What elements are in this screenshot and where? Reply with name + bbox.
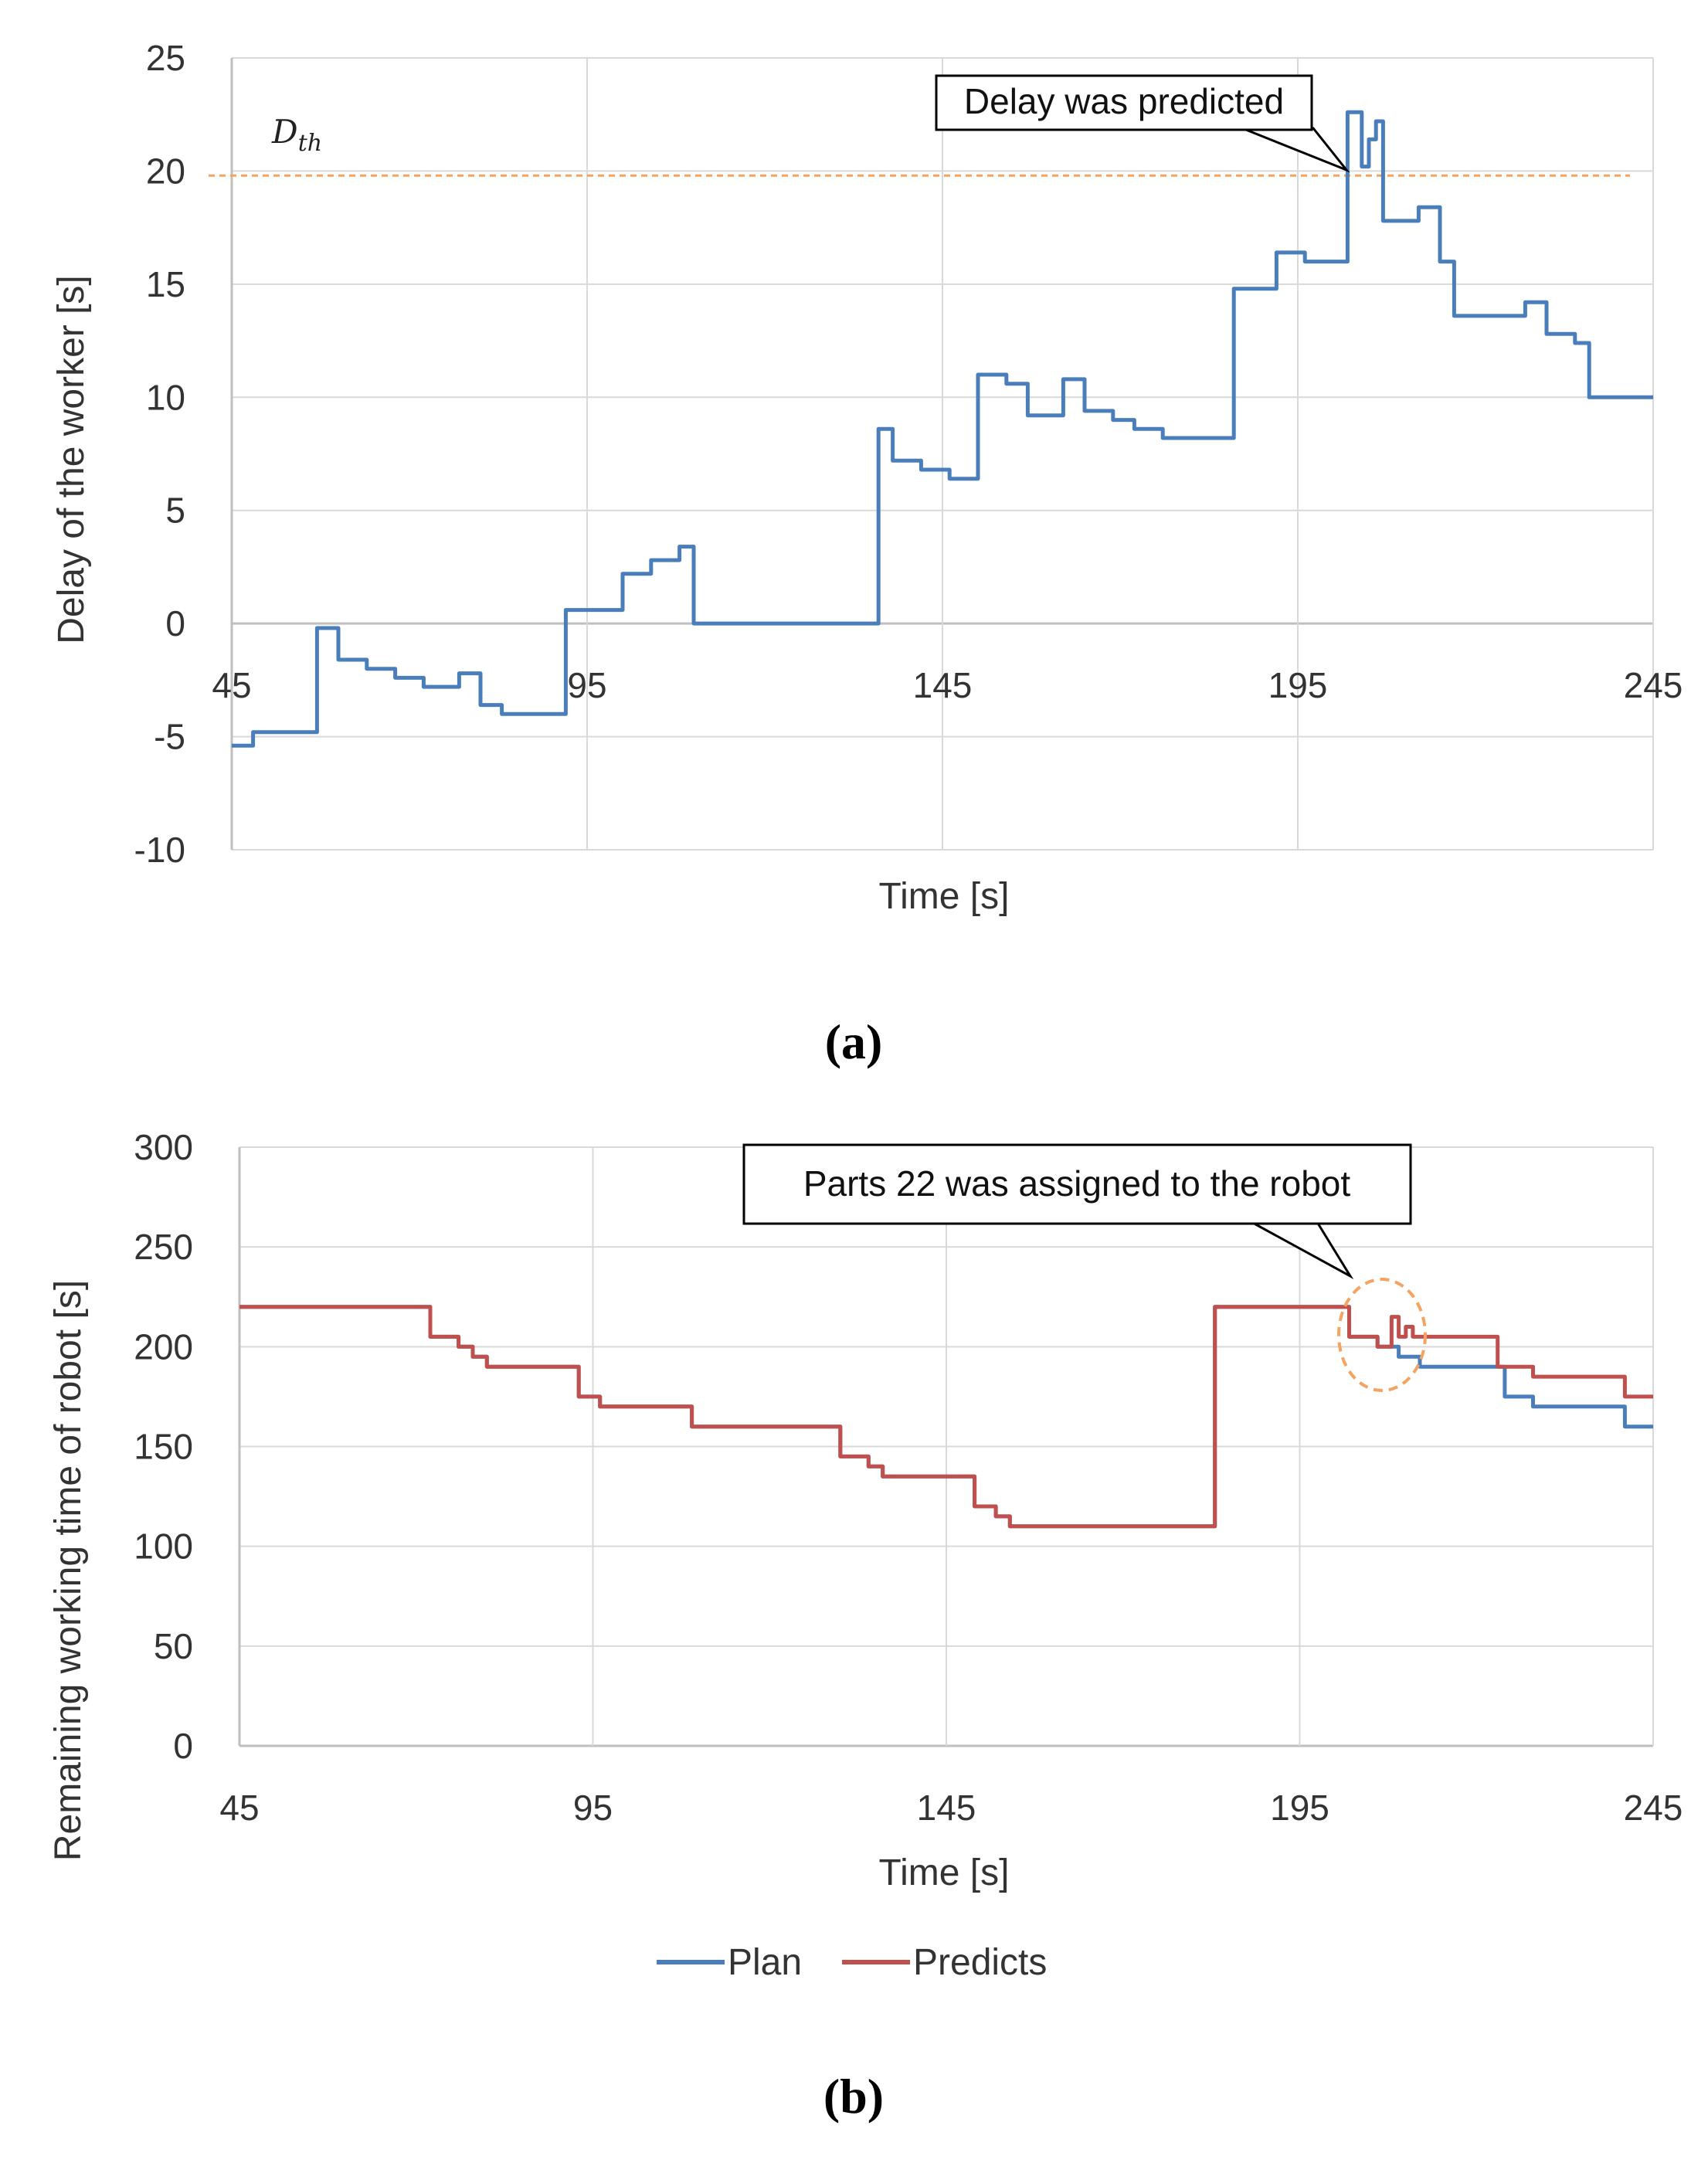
panel-label-b: (b)	[823, 2069, 884, 2124]
y-tick-label: 20	[146, 151, 185, 191]
y-tick-label: 0	[173, 1726, 193, 1766]
x-tick-label: 145	[913, 665, 973, 705]
chart-b-y-axis-title: Remaining working time of robot [s]	[48, 1280, 89, 1861]
x-tick-label: 45	[219, 1788, 259, 1828]
chart-a-grid	[230, 57, 1654, 851]
chart-b-callout-box	[742, 1143, 1412, 1225]
chart-a-y-axis-title: Delay of the worker [s]	[51, 275, 92, 644]
chart-b-grid	[238, 1146, 1654, 1747]
chart-b-y-tick-labels: 0 50 100 150 200 250 300	[134, 1127, 193, 1766]
y-tick-label: 5	[165, 491, 185, 531]
legend-predicts-label: Predicts	[913, 1942, 1047, 1983]
chart-b-x-axis-title: Time [s]	[879, 1852, 1010, 1893]
y-tick-label: 10	[146, 377, 185, 417]
chart-a-y-tick-labels: -10 -5 0 5 10 15 20 25	[134, 38, 185, 870]
legend: Plan Predicts	[657, 1942, 1047, 1983]
chart-b: 0 50 100 150 200 250 300 45 95 145 195 245 Parts 2…	[48, 1127, 1683, 2124]
x-tick-label: 145	[917, 1788, 976, 1828]
y-tick-label: 300	[134, 1127, 193, 1167]
y-tick-label: 15	[146, 264, 185, 304]
chart-b-annotation: Parts 22 was assigned to the robot	[803, 1163, 1351, 1204]
y-tick-label: 250	[134, 1227, 193, 1267]
chart-a-annotation: Delay was predicted	[964, 81, 1284, 121]
x-tick-label: 245	[1624, 665, 1683, 705]
x-tick-label: 95	[573, 1788, 613, 1828]
highlight-ellipse	[1337, 1278, 1427, 1392]
panel-label-a: (a)	[825, 1014, 883, 1069]
y-tick-label: 200	[134, 1326, 193, 1367]
x-tick-label: 45	[212, 665, 251, 705]
y-tick-label: 25	[146, 38, 185, 78]
y-tick-label: 0	[165, 603, 185, 643]
chart-a-x-axis-title: Time [s]	[879, 876, 1010, 917]
chart-b-x-tick-labels: 45 95 145 195 245	[219, 1788, 1683, 1828]
legend-plan-label: Plan	[728, 1942, 802, 1983]
x-tick-label: 245	[1624, 1788, 1683, 1828]
predicts-series-line	[239, 1305, 1653, 1529]
chart-a-x-tick-labels: 45 95 145 195 245	[212, 665, 1683, 705]
y-tick-label: -5	[154, 717, 185, 757]
x-tick-label: 195	[1270, 1788, 1329, 1828]
x-tick-label: 95	[567, 665, 606, 705]
chart-a-callout-box	[935, 74, 1313, 131]
delay-series-line	[232, 110, 1653, 748]
x-tick-label: 195	[1268, 665, 1328, 705]
y-tick-label: -10	[134, 830, 185, 870]
y-tick-label: 50	[154, 1626, 193, 1666]
y-tick-label: 150	[134, 1427, 193, 1467]
chart-a: -10 -5 0 5 10 15 20 25 45 95 145 195 245 Dth Delay …	[51, 38, 1683, 1069]
y-tick-label: 100	[134, 1526, 193, 1567]
threshold-label: Dth	[271, 113, 322, 157]
